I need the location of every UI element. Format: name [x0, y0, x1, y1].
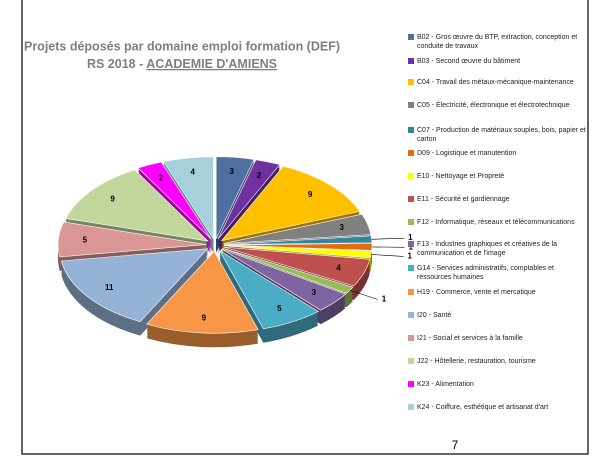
legend-label: J22 - Hôtellerie, restauration, tourisme — [417, 358, 536, 365]
legend-swatch — [408, 381, 414, 387]
legend-swatch — [408, 289, 414, 295]
data-label: 5 — [277, 304, 282, 313]
legend-item: F12 - Informatique, réseaux et télécommu… — [408, 218, 586, 227]
page-number: 7 — [452, 438, 459, 452]
subtitle-part: ACADEMIE D'AMIENS — [146, 57, 277, 71]
legend-item: E11 - Sécurité et gardiennage — [408, 195, 586, 204]
legend-item: J22 - Hôtellerie, restauration, tourisme — [408, 357, 586, 366]
slice — [220, 165, 361, 242]
legend-label: E11 - Sécurité et gardiennage — [417, 196, 510, 203]
legend-swatch — [408, 241, 414, 247]
legend-swatch — [408, 265, 414, 271]
legend-swatch — [408, 34, 414, 40]
legend-item: B03 - Second œuvre du bâtiment — [408, 57, 586, 66]
legend-swatch — [408, 127, 414, 133]
data-label: 1 — [407, 252, 412, 261]
subtitle-part: RS 2018 - — [87, 57, 143, 71]
legend-swatch — [408, 79, 414, 85]
legend-swatch — [408, 404, 414, 410]
legend-item: E10 - Nettoyage et Propreté — [408, 172, 586, 181]
legend-item: K23 - Alimentation — [408, 380, 586, 389]
legend-item: G14 - Services administratifs, comptable… — [408, 264, 586, 282]
data-label: 3 — [339, 223, 344, 232]
slice — [60, 248, 209, 323]
slice — [65, 169, 209, 242]
slice-side — [223, 246, 372, 259]
legend-label: I20 - Santé — [417, 312, 452, 319]
data-label: 9 — [308, 190, 313, 199]
legend-label: H19 - Commerce, vente et mercatique — [417, 289, 536, 296]
legend-swatch — [408, 102, 414, 108]
data-label: 3 — [230, 167, 235, 176]
legend-swatch — [408, 173, 414, 179]
legend-swatch — [408, 312, 414, 318]
legend-item: B02 - Gros œuvre du BTP, extraction, con… — [408, 33, 586, 51]
legend-swatch — [408, 335, 414, 341]
legend-label: G14 - Services administratifs, comptable… — [417, 265, 554, 281]
data-label: 4 — [336, 263, 341, 272]
legend-item: I20 - Santé — [408, 311, 586, 320]
legend-item: H19 - Commerce, vente et mercatique — [408, 288, 586, 297]
legend-item: C05 - Électricité, électronique et élect… — [408, 101, 586, 110]
legend-label: K23 - Alimentation — [417, 381, 474, 388]
legend-label: K24 - Coiffure, esthétique et artisanat … — [417, 404, 549, 411]
legend-swatch — [408, 58, 414, 64]
legend-label: E10 - Nettoyage et Propreté — [417, 173, 505, 180]
legend-item: C04 - Travail des métaux-mécanique-maint… — [408, 78, 586, 87]
legend-label: C05 - Électricité, électronique et élect… — [417, 102, 570, 109]
chart-subtitle: RS 2018 - ACADEMIE D'AMIENS — [87, 57, 277, 71]
slice — [57, 221, 207, 258]
legend-label: F13 - Industries graphiques et créatives… — [417, 241, 558, 257]
leader-line — [349, 289, 378, 300]
legend-swatch — [408, 196, 414, 202]
legend-label: B03 - Second œuvre du bâtiment — [417, 58, 521, 65]
slice — [218, 249, 319, 330]
data-label: 1 — [408, 233, 413, 242]
slice — [221, 248, 347, 311]
data-label: 1 — [382, 295, 387, 304]
leader-line — [371, 254, 404, 257]
legend-label: D09 - Logistique et manutention — [417, 150, 517, 157]
data-label: 9 — [202, 313, 207, 322]
legend-swatch — [408, 219, 414, 225]
chart-title: Projets déposés par domaine emploi forma… — [24, 39, 340, 53]
legend-label: C07 - Production de matériaux souples, b… — [417, 127, 586, 143]
legend-item: I21 - Social et services à la famille — [408, 334, 586, 343]
slice — [137, 161, 212, 240]
legend-item: D09 - Logistique et manutention — [408, 149, 586, 158]
slice — [217, 159, 281, 240]
legend-item: F13 - Industries graphiques et créatives… — [408, 240, 586, 258]
legend-swatch — [408, 150, 414, 156]
legend-label: C04 - Travail des métaux-mécanique-maint… — [417, 79, 574, 86]
slice — [223, 213, 372, 244]
data-label: 4 — [190, 168, 195, 177]
legend-item: K24 - Coiffure, esthétique et artisanat … — [408, 403, 586, 412]
data-label: 9 — [110, 195, 115, 204]
slice — [146, 250, 259, 334]
slice — [223, 246, 371, 287]
leader-line — [371, 237, 405, 240]
data-label: 11 — [105, 283, 114, 292]
data-label: 2 — [158, 173, 163, 182]
legend-label: F12 - Informatique, réseaux et télécommu… — [417, 219, 575, 226]
slice — [215, 156, 255, 239]
legend-swatch — [408, 358, 414, 364]
data-label: 3 — [312, 288, 317, 297]
data-label: 2 — [257, 171, 262, 180]
legend-label: B02 - Gros œuvre du BTP, extraction, con… — [417, 34, 578, 50]
legend-item: C07 - Production de matériaux souples, b… — [408, 126, 586, 144]
data-label: 5 — [83, 235, 88, 244]
slice — [163, 156, 214, 240]
legend-label: I21 - Social et services à la famille — [417, 335, 523, 342]
